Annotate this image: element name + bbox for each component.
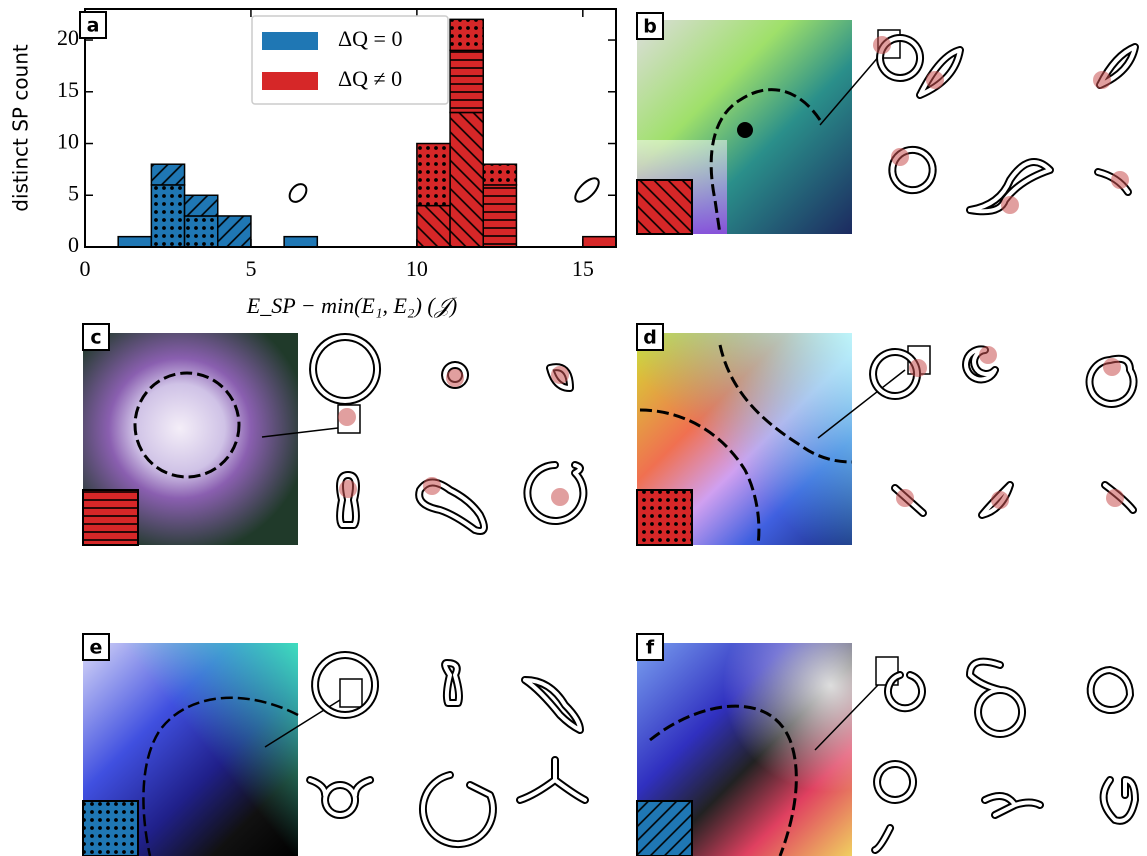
zoom-box	[340, 679, 362, 707]
panel-label: d	[643, 327, 657, 349]
legend-label: ΔQ ≠ 0	[338, 66, 402, 91]
shape-outline	[920, 50, 960, 95]
saddle-point-marker	[891, 148, 909, 166]
saddle-point-marker	[1111, 171, 1129, 189]
shape-outline-inner	[313, 337, 377, 401]
hatch-swatch	[637, 180, 692, 234]
y-tick-label: 15	[57, 77, 79, 102]
bar-segment	[450, 19, 483, 50]
hatch-swatch	[83, 801, 138, 856]
saddle-point-marker	[423, 477, 441, 495]
bar-segment	[151, 164, 184, 185]
bar-segment	[417, 206, 450, 247]
bar-segment	[483, 164, 516, 185]
shape-outline	[875, 764, 913, 850]
panel-label: b	[643, 16, 657, 38]
core	[737, 122, 753, 138]
saddle-point-marker	[1103, 358, 1121, 376]
y-tick-label: 20	[57, 25, 79, 50]
bar-segment	[450, 112, 483, 247]
shape-outline	[571, 174, 602, 205]
shape-outline-inner	[1091, 670, 1130, 710]
saddle-point-marker	[551, 366, 569, 384]
shape-outline-inner	[310, 780, 370, 815]
panel-label: c	[90, 327, 101, 349]
saddle-point-marker	[991, 491, 1009, 509]
panel-b: b	[637, 13, 900, 234]
legend-label: ΔQ = 0	[338, 26, 402, 51]
saddle-point-marker	[1093, 71, 1111, 89]
panel-label: e	[90, 637, 103, 659]
x-axis-label: E_SP − min(E₁, E₂) (𝒥)	[246, 293, 458, 318]
saddle-point-marker	[339, 480, 357, 498]
x-tick-label: 5	[245, 256, 256, 281]
figure: 0 5 10 15 0 5 10 15 20 ΔQ = 0 ΔQ ≠ 0 a distinct SP…	[0, 0, 1147, 856]
legend-swatch	[262, 72, 318, 90]
saddle-point-marker	[551, 488, 569, 506]
hatch-swatch	[637, 801, 692, 856]
bar-segment	[483, 185, 516, 247]
shape-outline	[286, 181, 310, 205]
histogram: 0 5 10 15 0 5 10 15 20 ΔQ = 0 ΔQ ≠ 0	[57, 9, 616, 281]
hatch-swatch	[83, 490, 138, 545]
bar-segment	[583, 237, 616, 247]
bar-segment	[118, 237, 151, 247]
y-tick-label: 0	[68, 232, 79, 257]
shape-outline-inner	[423, 775, 493, 844]
panel-label: f	[646, 637, 655, 659]
legend: ΔQ = 0 ΔQ ≠ 0	[252, 16, 448, 104]
saddle-point-marker	[926, 71, 944, 89]
x-tick-label: 0	[80, 256, 91, 281]
saddle-point-marker	[1106, 489, 1124, 507]
saddle-point-marker	[1001, 196, 1019, 214]
y-axis-label: distinct SP count	[9, 44, 33, 212]
bar-segment	[185, 216, 218, 247]
saddle-point-marker	[446, 369, 464, 387]
saddle-point-marker	[338, 408, 356, 426]
saddle-point-marker	[873, 36, 891, 54]
bar-segment	[417, 144, 450, 206]
y-tick-label: 10	[57, 129, 79, 154]
hatch-swatch	[637, 490, 692, 545]
shape-outline-inner	[315, 655, 375, 715]
saddle-point-marker	[896, 489, 914, 507]
saddle-point-marker	[909, 359, 927, 377]
panel-label: a	[87, 15, 100, 37]
shape-outline	[970, 662, 1022, 734]
x-tick-label: 10	[406, 256, 428, 281]
x-tick-label: 15	[572, 256, 594, 281]
y-tick-label: 5	[68, 180, 79, 205]
shape-outline-inner	[888, 675, 922, 708]
bar-segment	[151, 185, 184, 247]
panel-f: f	[637, 634, 898, 856]
bar-segment	[185, 195, 218, 216]
bar-segment	[218, 216, 251, 247]
bar-segment	[450, 50, 483, 112]
legend-swatch	[262, 32, 318, 50]
bar-segment	[284, 237, 317, 247]
saddle-point-marker	[979, 346, 997, 364]
